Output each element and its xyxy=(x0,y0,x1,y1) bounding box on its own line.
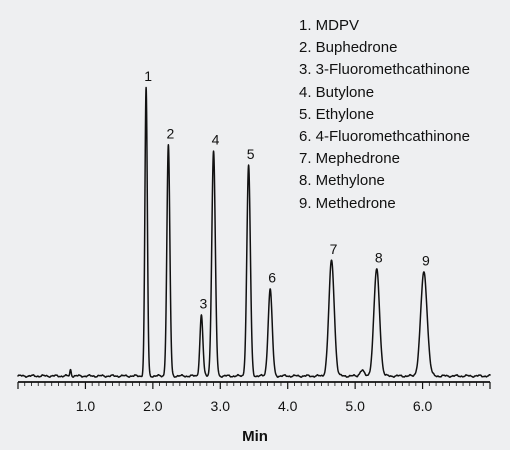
legend-item-3: 3. 3-Fluoromethcathinone xyxy=(299,61,470,79)
peak-label-1: 1 xyxy=(144,68,152,84)
chromatogram-trace xyxy=(17,86,491,378)
legend-item-8: 8. Methylone xyxy=(299,172,385,190)
legend-item-1: 1. MDPV xyxy=(299,17,360,34)
legend-item-5: 5. Ethylone xyxy=(299,105,375,123)
legend-item-4: 4. Butylone xyxy=(299,83,375,101)
legend-item-6: 6. 4-Fluoromethcathinone xyxy=(299,128,470,146)
peak-label-6: 6 xyxy=(268,270,276,286)
peak-label-5: 5 xyxy=(247,146,255,162)
legend: 1. MDPV 2. Buphedrone 3. 3-Fluoromethcat… xyxy=(299,15,470,215)
legend-item-7: 7. Mephedrone xyxy=(299,150,400,168)
peak-label-8: 8 xyxy=(375,249,383,265)
peak-label-4: 4 xyxy=(212,131,220,147)
x-axis-label: Min xyxy=(242,428,268,445)
peak-label-2: 2 xyxy=(166,126,174,142)
peak-labels: 1 2 3 4 5 6 7 8 9 xyxy=(144,68,430,312)
x-tick-label: 3.0 xyxy=(211,398,231,414)
peak-label-9: 9 xyxy=(422,252,430,268)
x-tick-label: 5.0 xyxy=(345,398,365,414)
peak-label-3: 3 xyxy=(200,296,208,312)
x-tick-label: 1.0 xyxy=(76,398,96,414)
x-axis: 1.0 2.0 3.0 4.0 5.0 6.0 xyxy=(17,381,491,414)
x-tick-label: 4.0 xyxy=(278,398,298,414)
x-tick-label: 2.0 xyxy=(143,398,163,414)
chromatogram-trace-group xyxy=(17,86,491,378)
peak-label-7: 7 xyxy=(330,241,338,257)
x-tick-label: 6.0 xyxy=(413,398,433,414)
legend-item-2: 2. Buphedrone xyxy=(299,39,398,57)
legend-item-9: 9. Methedrone xyxy=(299,194,396,212)
